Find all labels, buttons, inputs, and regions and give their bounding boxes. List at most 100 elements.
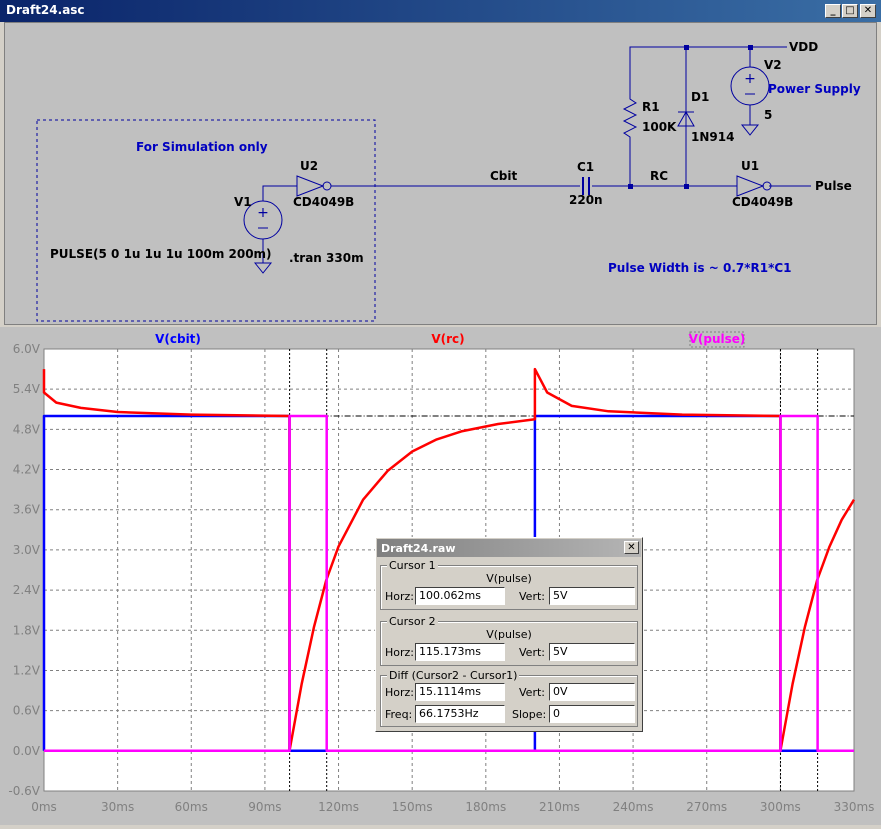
tran-directive[interactable]: .tran 330m: [289, 251, 364, 265]
diff-group: Diff (Cursor2 - Cursor1) Horz: 15.1114ms…: [380, 669, 638, 727]
simulation-note: For Simulation only: [136, 140, 268, 154]
cursor1-horz-field[interactable]: 100.062ms: [415, 587, 505, 605]
maximize-button[interactable]: □: [842, 4, 858, 18]
y-tick-label: 6.0V: [13, 342, 41, 356]
v1-plus-sign: +: [257, 205, 269, 221]
y-tick-label: 4.8V: [13, 422, 41, 436]
u1-name: U1: [741, 159, 759, 173]
y-tick-label: 5.4V: [13, 382, 41, 396]
diff-slope-field[interactable]: 0: [549, 705, 635, 723]
window-titlebar[interactable]: Draft24.asc _ □ ✕: [0, 0, 881, 22]
x-tick-label: 0ms: [31, 800, 57, 814]
x-tick-label: 150ms: [392, 800, 433, 814]
simulation-box: [36, 119, 376, 322]
v2-value: 5: [764, 108, 772, 122]
junction-dot: [628, 184, 633, 189]
x-tick-label: 30ms: [101, 800, 134, 814]
diff-vert-field[interactable]: 0V: [549, 683, 635, 701]
junction-dot: [748, 45, 753, 50]
window-title: Draft24.asc: [6, 3, 85, 17]
inverter-u2-symbol[interactable]: [296, 175, 325, 197]
net-label-vdd: VDD: [789, 40, 818, 54]
cursor2-signal: V(pulse): [486, 628, 532, 641]
ground-icon: [253, 262, 273, 274]
u2-name: U2: [300, 159, 318, 173]
x-tick-label: 240ms: [613, 800, 654, 814]
cursor1-horz-label: Horz:: [385, 590, 415, 603]
c1-name: C1: [577, 160, 594, 174]
resistor-r1-symbol[interactable]: [622, 95, 638, 139]
voltage-source-v2-symbol[interactable]: [730, 66, 770, 106]
minimize-button[interactable]: _: [825, 4, 841, 18]
cursor-dialog-titlebar[interactable]: Draft24.raw ✕: [377, 539, 641, 557]
diff-horz-field[interactable]: 15.1114ms: [415, 683, 505, 701]
y-tick-label: 4.2V: [13, 463, 41, 477]
schematic-pane[interactable]: + + For Simulation only U2 CD4049B V1 PU…: [4, 22, 877, 325]
y-tick-label: 1.8V: [13, 623, 41, 637]
junction-dot: [684, 45, 689, 50]
v2-label: Power Supply: [768, 82, 861, 96]
inverter-u1-symbol[interactable]: [736, 175, 765, 197]
r1-name: R1: [642, 100, 660, 114]
d1-model: 1N914: [691, 130, 734, 144]
cursor-dialog-title: Draft24.raw: [381, 542, 456, 555]
inverter-u1-bubble: [762, 181, 772, 191]
cursor1-vert-field[interactable]: 5V: [549, 587, 635, 605]
v2-name: V2: [764, 58, 782, 72]
diff-vert-label: Vert:: [519, 686, 545, 699]
legend-pulse-selection: [689, 331, 745, 348]
cursor2-vert-field[interactable]: 5V: [549, 643, 635, 661]
v2-plus-sign: +: [744, 71, 756, 87]
x-tick-label: 300ms: [760, 800, 801, 814]
y-tick-label: 1.2V: [13, 663, 41, 677]
cursor-dialog: Draft24.raw ✕ Cursor 1 V(pulse) Horz: 10…: [375, 537, 643, 732]
y-tick-label: 0.6V: [13, 704, 41, 718]
voltage-source-v1-symbol[interactable]: [243, 200, 283, 240]
v1-name: V1: [234, 195, 252, 209]
net-label-cbit: Cbit: [490, 169, 518, 183]
u2-model: CD4049B: [293, 195, 354, 209]
diff-freq-label: Freq:: [385, 708, 413, 721]
legend-rc[interactable]: V(rc): [431, 332, 464, 346]
close-button[interactable]: ✕: [860, 4, 876, 18]
cursor2-vert-label: Vert:: [519, 646, 545, 659]
x-tick-label: 90ms: [248, 800, 281, 814]
u1-model: CD4049B: [732, 195, 793, 209]
trace-pulse[interactable]: [44, 414, 854, 753]
diff-label: Diff (Cursor2 - Cursor1): [387, 669, 520, 682]
wire-v1-u2: [262, 185, 297, 201]
y-tick-label: 0.0V: [13, 744, 41, 758]
cursor2-horz-label: Horz:: [385, 646, 415, 659]
cursor1-group: Cursor 1 V(pulse) Horz: 100.062ms Vert: …: [380, 559, 638, 610]
y-tick-label: 2.4V: [13, 583, 41, 597]
y-tick-label: -0.6V: [8, 784, 40, 798]
diff-slope-label: Slope:: [512, 708, 547, 721]
x-tick-label: 120ms: [318, 800, 359, 814]
cursor1-signal: V(pulse): [486, 572, 532, 585]
junction-dot: [684, 184, 689, 189]
inverter-u2-bubble: [322, 181, 332, 191]
net-label-rc: RC: [650, 169, 668, 183]
y-tick-label: 3.0V: [13, 543, 41, 557]
schematic-canvas: + + For Simulation only U2 CD4049B V1 PU…: [36, 40, 861, 322]
x-tick-label: 60ms: [175, 800, 208, 814]
cursor-dialog-close-button[interactable]: ✕: [624, 541, 639, 554]
cursor1-label: Cursor 1: [387, 559, 438, 572]
legend-pulse[interactable]: V(pulse): [689, 332, 746, 346]
y-tick-label: 3.6V: [13, 503, 41, 517]
cursor2-label: Cursor 2: [387, 615, 438, 628]
cursor1-vert-label: Vert:: [519, 590, 545, 603]
cursor2-horz-field[interactable]: 115.173ms: [415, 643, 505, 661]
diff-freq-field[interactable]: 66.1753Hz: [415, 705, 505, 723]
ground-icon: [740, 124, 760, 136]
legend-cbit[interactable]: V(cbit): [155, 332, 201, 346]
net-label-pulse: Pulse: [815, 179, 852, 193]
c1-value: 220n: [569, 193, 603, 207]
x-tick-label: 180ms: [465, 800, 506, 814]
x-tick-label: 330ms: [834, 800, 875, 814]
trace-rc[interactable]: [42, 367, 856, 753]
x-tick-label: 270ms: [686, 800, 727, 814]
x-tick-label: 210ms: [539, 800, 580, 814]
wire-r1-vdd: [629, 46, 787, 186]
